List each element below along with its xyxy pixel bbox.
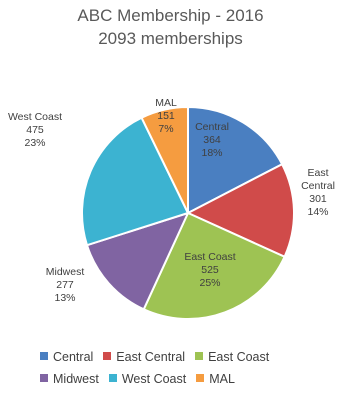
pie-slice-west-coast	[81, 116, 190, 247]
legend-item-midwest: Midwest	[40, 372, 99, 386]
legend-item-central: Central	[40, 350, 93, 364]
chart-title: ABC Membership - 2016	[77, 6, 264, 25]
legend-label: MAL	[209, 372, 235, 386]
data-label-mal: MAL 151 7%	[155, 97, 177, 135]
legend-label: West Coast	[121, 372, 187, 386]
data-label-east-coast: East Coast 525 25%	[184, 251, 235, 289]
data-label-east-central: East Central 301 14%	[301, 167, 335, 218]
legend-label: Central	[53, 350, 94, 364]
legend-swatch	[40, 374, 48, 382]
legend-swatch	[196, 374, 205, 382]
legend-item-east-coast: East Coast	[195, 350, 269, 364]
pie-slice-east-central	[185, 162, 295, 259]
legend-swatch	[103, 352, 112, 360]
data-label-midwest: Midwest 277 13%	[46, 266, 85, 304]
pie-slice-east-coast	[142, 211, 286, 320]
pie-slice-central	[187, 105, 284, 215]
legend-item-west-coast: West Coast	[108, 372, 187, 386]
chart-subtitle: 2093 memberships	[98, 29, 243, 48]
data-label-west-coast: West Coast 475 23%	[8, 111, 62, 149]
legend-item-east-central: East Central	[103, 350, 185, 364]
pie-slice-mal	[140, 105, 189, 214]
pie-slice-midwest	[85, 211, 190, 311]
legend-item-mal: MAL	[196, 372, 235, 386]
legend-swatch	[108, 374, 117, 382]
legend-label: Midwest	[53, 372, 99, 386]
chart-title-block: ABC Membership - 2016 2093 memberships	[0, 4, 341, 50]
legend-row: Central East Central East Coast	[40, 350, 340, 372]
legend-swatch	[40, 352, 48, 360]
legend-label: East Central	[116, 350, 186, 364]
legend-swatch	[195, 352, 204, 360]
data-label-central: Central 364 18%	[195, 121, 229, 159]
legend-label: East Coast	[208, 350, 270, 364]
legend: Central East Central East Coast Midwest Wes…	[40, 350, 340, 394]
legend-row: Midwest West Coast MAL	[40, 372, 340, 394]
